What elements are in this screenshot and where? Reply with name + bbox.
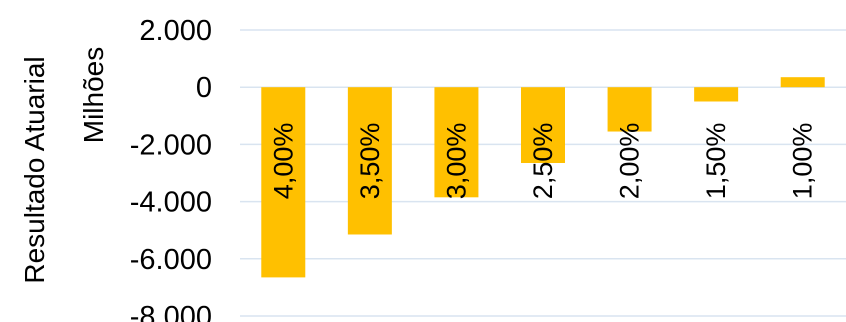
bar	[521, 87, 565, 163]
bar-labels: 4,00% 3,50% 3,00% 2,50% 2,00% 1,50% 1,00%	[268, 123, 817, 200]
y-tick-label: -4.000	[130, 187, 212, 219]
bar	[347, 87, 392, 235]
bar-category-label: 4,00%	[268, 123, 298, 200]
bar-category-label: 3,50%	[355, 123, 385, 200]
y-tick-label: 0	[196, 72, 212, 104]
bar	[434, 87, 479, 198]
bar-category-label: 2,50%	[528, 123, 558, 200]
y-tick-label: -2.000	[130, 129, 212, 161]
bar	[694, 87, 739, 102]
bar	[261, 87, 306, 278]
bar	[780, 77, 825, 88]
y-axis-label: Resultado Atuarial	[19, 56, 50, 283]
y-tick-label: -8.000	[130, 301, 212, 322]
y-tick-label: 2.000	[139, 15, 212, 47]
bar-category-label: 1,50%	[701, 123, 731, 200]
y-tick-label: -6.000	[130, 244, 212, 276]
bars	[261, 77, 825, 278]
y-tick-labels: 2.000 0 -2.000 -4.000 -6.000 -8.000	[130, 15, 212, 322]
bar	[607, 87, 652, 132]
bar-category-label: 2,00%	[615, 123, 645, 200]
bar-category-label: 3,00%	[441, 123, 471, 200]
y-axis-unit: Milhões	[78, 47, 109, 143]
bar-category-label: 1,00%	[788, 123, 818, 200]
